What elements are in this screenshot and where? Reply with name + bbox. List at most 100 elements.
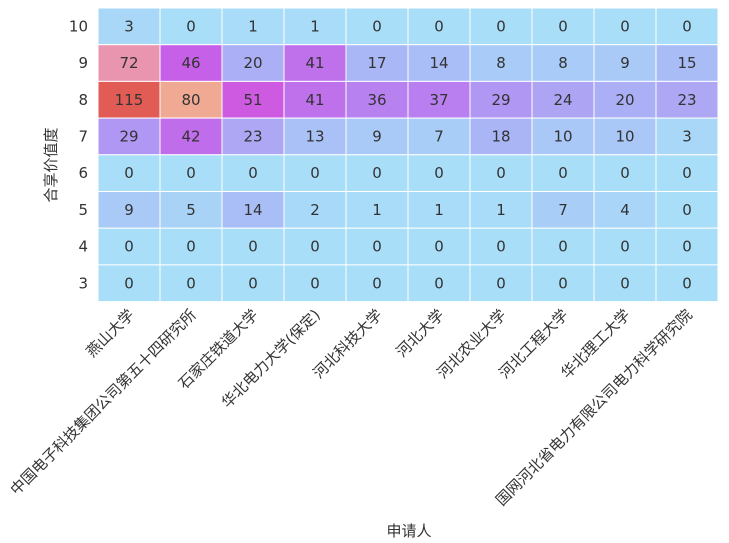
cell-value-label: 41 bbox=[305, 91, 324, 109]
cell-value-label: 115 bbox=[115, 91, 144, 109]
heatmap-cell bbox=[593, 117, 657, 156]
heatmap-cell bbox=[407, 117, 471, 156]
heatmap-cell bbox=[655, 227, 719, 266]
cell-value-label: 29 bbox=[491, 91, 510, 109]
cell-value-label: 0 bbox=[496, 238, 506, 256]
heatmap-cell bbox=[159, 264, 223, 303]
heatmap-cell bbox=[407, 154, 471, 193]
y-axis-title: 合享价值度 bbox=[42, 127, 60, 202]
heatmap-cell bbox=[159, 7, 223, 46]
heatmap-cell bbox=[655, 44, 719, 82]
heatmap-cell bbox=[655, 80, 719, 119]
heatmap-cell bbox=[655, 7, 719, 46]
y-tick-label: 10 bbox=[69, 17, 88, 35]
heatmap-cell bbox=[469, 117, 533, 156]
heatmap-cell bbox=[159, 80, 223, 119]
heatmap-cell bbox=[469, 154, 533, 193]
cell-value-label: 42 bbox=[181, 127, 200, 145]
heatmap-cell bbox=[283, 227, 347, 266]
cell-value-label: 1 bbox=[372, 201, 382, 219]
heatmap-cell bbox=[221, 7, 285, 46]
cell-value-label: 7 bbox=[558, 201, 568, 219]
heatmap-cell bbox=[531, 264, 595, 303]
cell-value-label: 0 bbox=[682, 274, 692, 292]
cell-value-label: 0 bbox=[682, 164, 692, 182]
heatmap-cell bbox=[97, 191, 161, 229]
cell-value-label: 9 bbox=[124, 201, 134, 219]
heatmap-cell bbox=[407, 191, 471, 229]
y-tick-label: 4 bbox=[78, 238, 88, 256]
heatmap-cell bbox=[345, 191, 409, 229]
heatmap-cell bbox=[97, 80, 161, 119]
cell-value-label: 20 bbox=[243, 54, 262, 72]
cell-value-label: 20 bbox=[615, 91, 634, 109]
cell-value-label: 0 bbox=[620, 274, 630, 292]
cell-value-label: 2 bbox=[310, 201, 320, 219]
cell-value-label: 13 bbox=[305, 127, 324, 145]
heatmap-cell bbox=[283, 191, 347, 229]
cell-value-label: 0 bbox=[434, 164, 444, 182]
cell-value-label: 18 bbox=[491, 127, 510, 145]
y-tick-label: 9 bbox=[78, 54, 88, 72]
cell-value-label: 0 bbox=[186, 17, 196, 35]
heatmap-cell bbox=[531, 154, 595, 193]
cell-value-label: 8 bbox=[558, 54, 568, 72]
cell-value-label: 1 bbox=[434, 201, 444, 219]
heatmap-cell bbox=[159, 44, 223, 82]
cell-value-label: 10 bbox=[553, 127, 572, 145]
cell-value-label: 0 bbox=[434, 17, 444, 35]
heatmap-cell bbox=[97, 227, 161, 266]
cell-value-label: 0 bbox=[248, 164, 258, 182]
cell-value-label: 0 bbox=[620, 238, 630, 256]
heatmap-cell bbox=[345, 154, 409, 193]
y-tick-labels: 10 9 8 7 6 5 4 3 bbox=[69, 17, 88, 292]
heatmap-cell bbox=[593, 227, 657, 266]
cell-value-label: 1 bbox=[310, 17, 320, 35]
heatmap-cell bbox=[283, 264, 347, 303]
cell-value-label: 41 bbox=[305, 54, 324, 72]
cell-value-label: 0 bbox=[124, 238, 134, 256]
y-tick-label: 7 bbox=[78, 127, 88, 145]
heatmap-cell bbox=[531, 80, 595, 119]
cell-value-label: 80 bbox=[181, 91, 200, 109]
x-axis-title: 申请人 bbox=[386, 522, 431, 540]
cell-value-label: 0 bbox=[496, 17, 506, 35]
heatmap-cell bbox=[655, 117, 719, 156]
cell-value-label: 3 bbox=[124, 17, 134, 35]
cell-value-label: 0 bbox=[496, 164, 506, 182]
cell-value-label: 0 bbox=[372, 164, 382, 182]
heatmap-cell bbox=[283, 44, 347, 82]
cell-value-label: 72 bbox=[119, 54, 138, 72]
cell-value-label: 0 bbox=[186, 164, 196, 182]
heatmap-cell bbox=[221, 191, 285, 229]
x-tick-label: 燕山大学 bbox=[83, 306, 138, 361]
cell-value-label: 0 bbox=[310, 164, 320, 182]
heatmap-cell bbox=[655, 154, 719, 193]
heatmap-cell bbox=[159, 154, 223, 193]
y-tick-label: 6 bbox=[78, 164, 88, 182]
heatmap-cell bbox=[221, 154, 285, 193]
cell-value-label: 23 bbox=[677, 91, 696, 109]
cell-value-label: 0 bbox=[682, 17, 692, 35]
heatmap-cell bbox=[407, 44, 471, 82]
cell-value-label: 0 bbox=[186, 238, 196, 256]
heatmap-cell bbox=[407, 7, 471, 46]
heatmap-cell bbox=[469, 80, 533, 119]
heatmap-cell bbox=[531, 44, 595, 82]
heatmap-cell bbox=[345, 264, 409, 303]
heatmap-cell bbox=[469, 227, 533, 266]
cell-value-label: 10 bbox=[615, 127, 634, 145]
cell-value-label: 17 bbox=[367, 54, 386, 72]
y-tick-label: 3 bbox=[78, 274, 88, 292]
cell-value-label: 0 bbox=[124, 274, 134, 292]
x-tick-label: 河北大学 bbox=[393, 306, 448, 361]
x-tick-labels: 燕山大学中国电子科技集团公司第五十四研究所石家庄铁道大学华北电力大学(保定)河北… bbox=[7, 306, 696, 510]
cell-value-label: 9 bbox=[372, 127, 382, 145]
cell-value-label: 0 bbox=[558, 164, 568, 182]
heatmap-cell bbox=[531, 227, 595, 266]
cell-value-label: 24 bbox=[553, 91, 572, 109]
heatmap-cell bbox=[97, 7, 161, 46]
heatmap-cell bbox=[221, 264, 285, 303]
cell-value-label: 0 bbox=[620, 164, 630, 182]
heatmap-cell bbox=[593, 80, 657, 119]
